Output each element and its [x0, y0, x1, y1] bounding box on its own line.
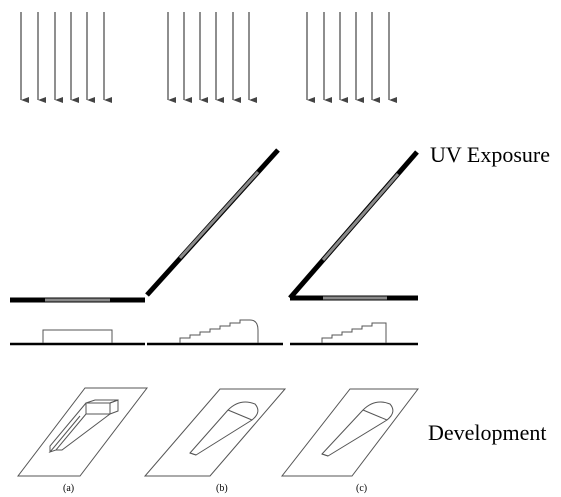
panel-caption-a: (a)	[63, 483, 74, 494]
uv-arrows-panel-a	[20, 12, 112, 103]
development-label: Development	[428, 420, 547, 445]
substrate-panel-c	[290, 322, 418, 346]
uv-exposure-label: UV Exposure	[430, 142, 550, 167]
developed-structure-panel-b	[143, 388, 287, 477]
substrate-panel-b	[147, 319, 283, 346]
developed-structure-panel-c	[280, 388, 420, 477]
substrate-panel-a	[10, 329, 145, 346]
developed-structure-panel-a	[16, 387, 149, 477]
photomask-panel-b	[145, 148, 280, 297]
uv-arrows-panel-b	[167, 12, 257, 103]
uv-arrows-panel-c	[306, 12, 397, 103]
panel-caption-b: (b)	[216, 483, 228, 494]
photomask-panel-c	[288, 150, 419, 301]
panel-caption-c: (c)	[356, 483, 367, 494]
